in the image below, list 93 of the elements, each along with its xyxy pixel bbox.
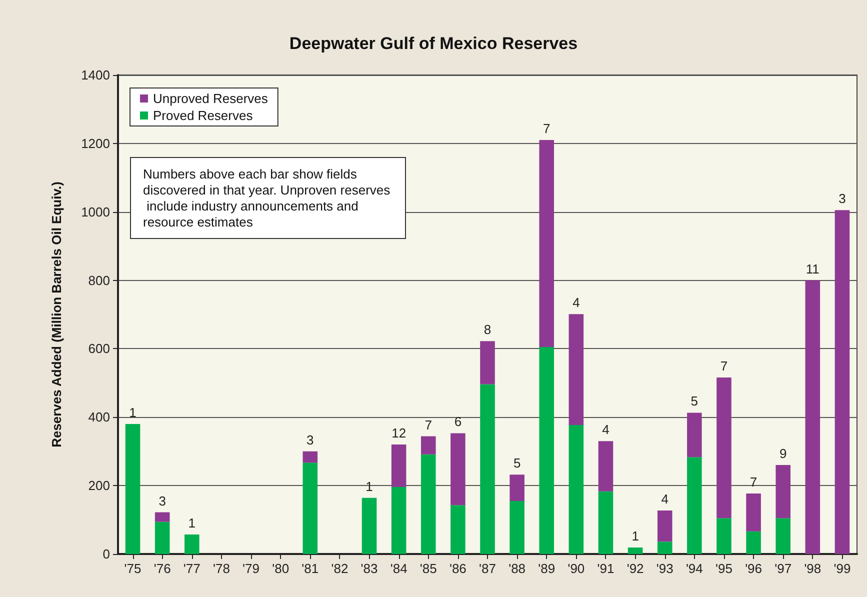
bar (716, 518, 732, 554)
bar (420, 454, 436, 554)
bar (450, 433, 466, 506)
bar (687, 457, 702, 554)
x-tick-label: '77 (183, 561, 200, 576)
bar (657, 542, 672, 554)
y-tick-label: 600 (88, 341, 110, 356)
x-tick-label: '96 (745, 561, 762, 576)
annotation: 12 (392, 426, 406, 441)
x-tick-label: '86 (449, 561, 466, 576)
annotation: 3 (838, 191, 846, 206)
bar (510, 500, 524, 554)
x-tick-label: '82 (331, 561, 348, 576)
annotation: 3 (306, 432, 314, 448)
bar (805, 280, 820, 554)
annotation: 7 (424, 417, 432, 432)
x-tick-label: '93 (656, 561, 674, 576)
bar (480, 341, 495, 384)
x-tick-label: '94 (686, 561, 703, 576)
bar (657, 510, 672, 542)
bar (776, 465, 790, 518)
annotation: 11 (806, 261, 820, 276)
legend-label: Unproved Reserves (153, 91, 268, 106)
annotation: 7 (543, 121, 550, 136)
bar (568, 314, 584, 426)
annotation: 9 (779, 446, 787, 462)
bar (391, 444, 406, 487)
bar (420, 436, 436, 454)
x-tick-label: '97 (774, 561, 792, 576)
y-tick-label: 1200 (81, 136, 110, 151)
annotation: 8 (484, 322, 492, 338)
x-tick-label: '92 (626, 561, 644, 576)
y-tick-label: 1400 (81, 68, 110, 82)
x-tick-label: '90 (568, 561, 585, 576)
x-tick-label: '83 (360, 561, 378, 576)
x-tick-label: '98 (804, 561, 822, 576)
annotation: 7 (720, 358, 728, 374)
annotation: 5 (690, 394, 698, 409)
annotation: Numbers above each bar show fields discovered in that year. Unproven reserves include industry announcements and resource estimates (143, 166, 391, 230)
bar (628, 548, 643, 554)
x-tick-label: '89 (538, 561, 556, 576)
x-tick-label: '95 (716, 561, 732, 576)
x-tick-label: '80 (272, 561, 290, 576)
bar (480, 384, 495, 554)
bar (539, 140, 554, 348)
bar (716, 377, 732, 518)
annotation: 4 (602, 422, 610, 438)
x-tick-label: '88 (508, 561, 526, 576)
annotation: 3 (158, 493, 166, 508)
bar (746, 531, 761, 554)
annotation: 1 (129, 404, 136, 420)
bar (154, 512, 170, 522)
bar (362, 498, 377, 554)
x-tick-label: '99 (834, 561, 851, 576)
annotation: 4 (572, 295, 580, 310)
bar (302, 462, 318, 554)
y-axis-title: Reserves Added (Million Barrels Oil Equiv.) (49, 182, 64, 448)
bar (598, 491, 614, 554)
x-tick-label: '76 (154, 561, 171, 576)
bar (391, 486, 406, 554)
y-tick-label: 400 (88, 410, 110, 425)
annotation: 6 (454, 414, 462, 430)
annotation: 1 (188, 516, 196, 530)
y-tick-label: 800 (88, 272, 110, 288)
x-tick-label: '87 (479, 561, 496, 576)
annotation: 4 (661, 492, 668, 507)
bar (125, 424, 140, 554)
bar (450, 505, 466, 554)
bar (834, 210, 850, 554)
annotation: 1 (632, 528, 639, 544)
bar (746, 493, 761, 532)
bar (154, 522, 170, 554)
legend-label: Proved Reserves (153, 108, 254, 123)
x-tick-label: '91 (597, 561, 614, 576)
x-tick-label: '84 (390, 561, 408, 576)
x-tick-label: '75 (124, 561, 142, 576)
bar (302, 451, 318, 463)
x-tick-label: '78 (212, 561, 230, 576)
bar (539, 347, 554, 554)
bar (776, 518, 790, 554)
y-tick-label: 0 (102, 546, 110, 562)
bar (687, 412, 702, 458)
x-tick-label: '81 (302, 561, 319, 576)
annotation: 5 (513, 456, 521, 471)
bar (510, 474, 524, 501)
bar (598, 441, 614, 492)
chart-title: Deepwater Gulf of Mexico Reserves (289, 34, 578, 53)
bar (568, 425, 584, 554)
y-tick-label: 200 (88, 478, 110, 494)
x-tick-label: '85 (420, 561, 437, 576)
y-tick-label: 1000 (81, 204, 110, 220)
bar (184, 534, 200, 554)
x-tick-label: '79 (242, 561, 260, 576)
